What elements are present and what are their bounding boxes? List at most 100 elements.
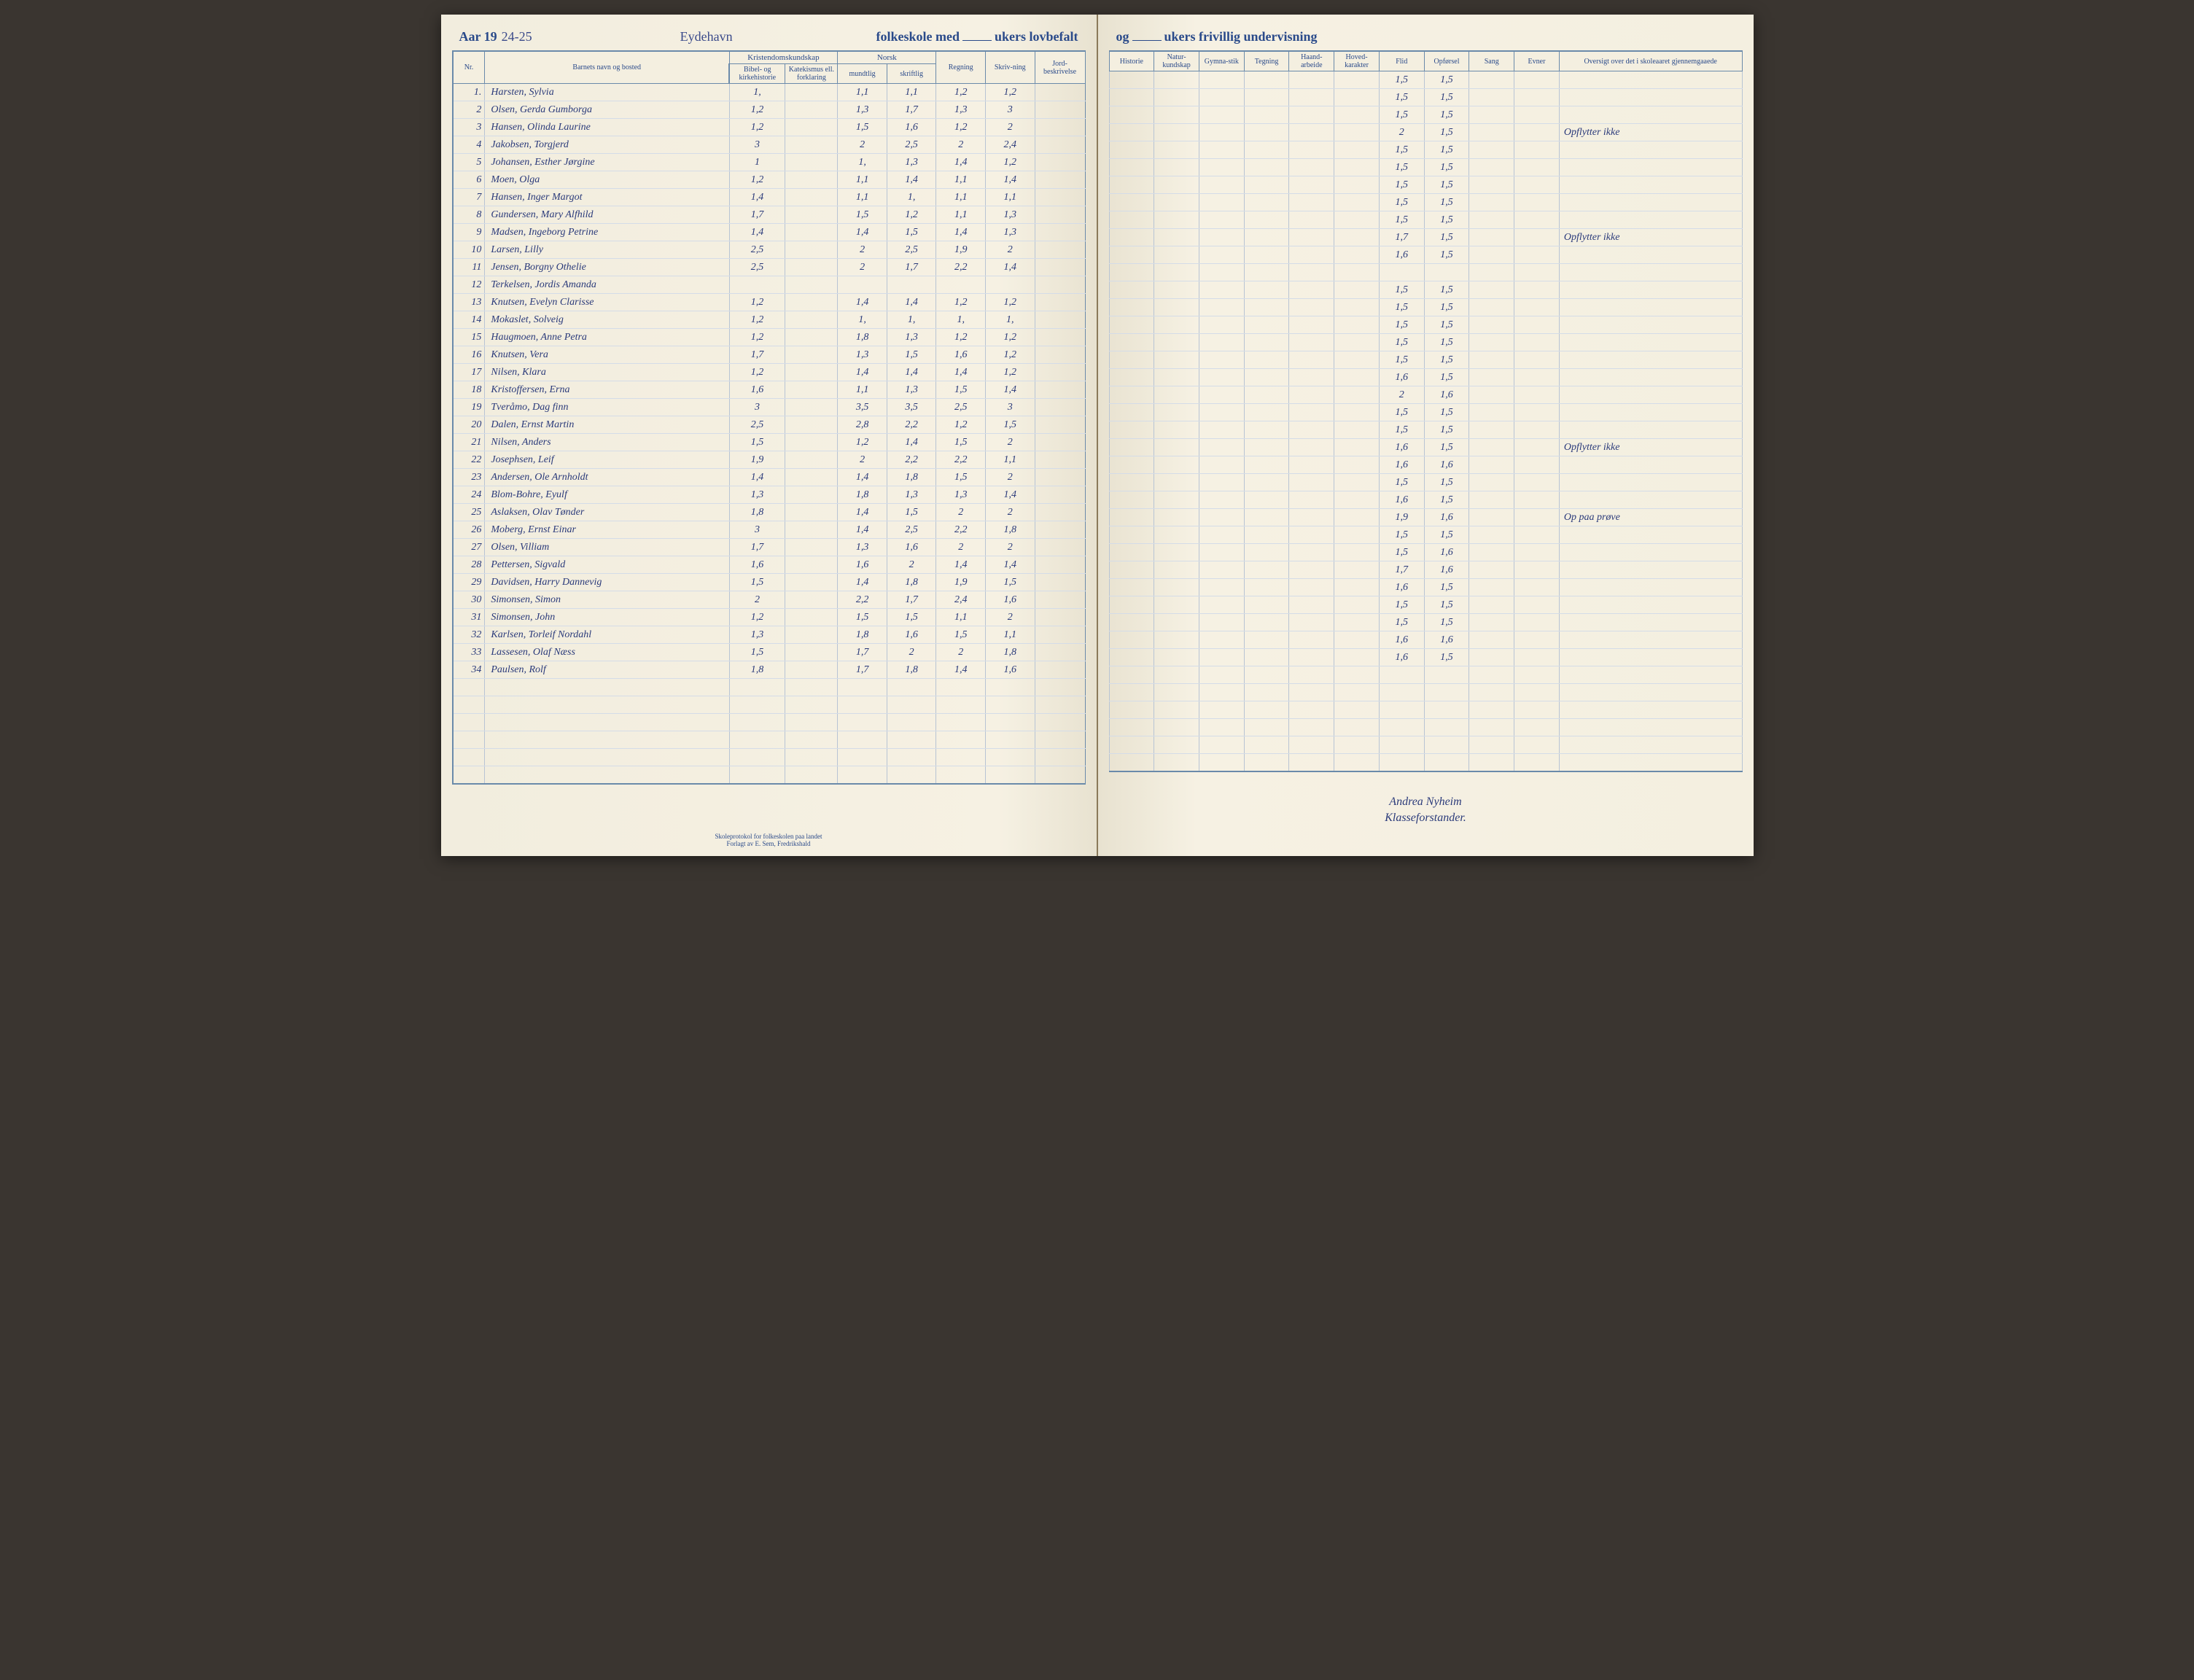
cell-grade xyxy=(1469,509,1514,526)
cell-grade: 1,3 xyxy=(887,381,936,399)
cell-oversigt xyxy=(1559,404,1742,421)
cell-grade xyxy=(1109,89,1154,106)
col-historie: Historie xyxy=(1109,51,1154,71)
cell-grade xyxy=(1109,351,1154,369)
cell-empty xyxy=(485,679,729,696)
cell-grade xyxy=(1154,71,1199,89)
cell-grade xyxy=(1289,561,1334,579)
cell-grade xyxy=(1514,439,1560,456)
teacher-signature: Andrea Nyheim Klasseforstander. xyxy=(1109,794,1743,827)
cell-oversigt xyxy=(1559,194,1742,211)
cell-grade xyxy=(1244,369,1289,386)
cell-empty xyxy=(1379,754,1424,772)
cell-grade: 1,4 xyxy=(986,556,1035,574)
col-natur: Natur-kundskap xyxy=(1154,51,1199,71)
cell-grade: 1,1 xyxy=(986,451,1035,469)
cell-grade xyxy=(1035,224,1085,241)
cell-grade xyxy=(1244,141,1289,159)
col-oversigt: Oversigt over det i skoleaaret gjennemga… xyxy=(1559,51,1742,71)
cell-grade xyxy=(1334,89,1380,106)
cell-grade xyxy=(1109,561,1154,579)
cell-grade xyxy=(1334,299,1380,316)
cell-grade xyxy=(1334,544,1380,561)
cell-empty xyxy=(1199,754,1244,772)
cell-grade xyxy=(1035,241,1085,259)
cell-grade: 2 xyxy=(986,539,1035,556)
cell-grade xyxy=(1289,264,1334,281)
cell-empty xyxy=(1109,701,1154,719)
year-label: Aar 19 xyxy=(459,29,497,44)
table-row: 29Davidsen, Harry Dannevig1,51,41,81,91,… xyxy=(453,574,1086,591)
cell-opforsel: 1,6 xyxy=(1424,509,1469,526)
cell-oversigt xyxy=(1559,141,1742,159)
cell-grade: 1,7 xyxy=(838,644,887,661)
cell-grade: 2,5 xyxy=(729,416,785,434)
table-row: 34Paulsen, Rolf1,81,71,81,41,6 xyxy=(453,661,1086,679)
cell-grade xyxy=(1244,159,1289,176)
table-row: 16Knutsen, Vera1,71,31,51,61,2 xyxy=(453,346,1086,364)
cell-empty xyxy=(453,696,485,714)
cell-grade xyxy=(1035,486,1085,504)
col-gymnastik: Gymna-stik xyxy=(1199,51,1244,71)
cell-grade: 1,4 xyxy=(838,574,887,591)
cell-grade xyxy=(1244,124,1289,141)
table-row: 1,71,5Opflytter ikke xyxy=(1109,229,1742,246)
cell-flid: 1,5 xyxy=(1379,194,1424,211)
cell-grade: 1,8 xyxy=(887,574,936,591)
cell-grade: 1,2 xyxy=(838,434,887,451)
cell-grade xyxy=(1109,579,1154,596)
cell-name: Dalen, Ernst Martin xyxy=(485,416,729,434)
cell-grade xyxy=(1469,71,1514,89)
cell-oversigt xyxy=(1559,614,1742,631)
cell-grade xyxy=(1244,334,1289,351)
cell-grade: 2,2 xyxy=(936,259,986,276)
cell-name: Simonsen, John xyxy=(485,609,729,626)
table-row: 18Kristoffersen, Erna1,61,11,31,51,4 xyxy=(453,381,1086,399)
year-value: 24-25 xyxy=(502,29,532,44)
cell-flid: 1,6 xyxy=(1379,246,1424,264)
cell-grade: 2,5 xyxy=(887,136,936,154)
cell-grade: 1,4 xyxy=(838,469,887,486)
cell-grade: 3,5 xyxy=(838,399,887,416)
cell-grade xyxy=(1199,474,1244,491)
col-tegning: Tegning xyxy=(1244,51,1289,71)
cell-name: Karlsen, Torleif Nordahl xyxy=(485,626,729,644)
cell-grade xyxy=(1109,141,1154,159)
cell-grade: 1 xyxy=(729,154,785,171)
cell-grade: 2 xyxy=(838,136,887,154)
cell-empty xyxy=(1514,736,1560,754)
right-page: og ukers frivillig undervisning Historie… xyxy=(1098,15,1754,856)
cell-grade xyxy=(1154,404,1199,421)
cell-oversigt xyxy=(1559,561,1742,579)
cell-nr: 1. xyxy=(453,84,485,101)
cell-grade xyxy=(1469,439,1514,456)
cell-grade xyxy=(1469,159,1514,176)
cell-grade xyxy=(1514,316,1560,334)
cell-empty xyxy=(887,714,936,731)
cell-grade: 1,2 xyxy=(986,154,1035,171)
cell-grade: 1,1 xyxy=(838,381,887,399)
col-norsk: Norsk xyxy=(838,51,936,64)
cell-oversigt xyxy=(1559,351,1742,369)
cell-grade xyxy=(1154,544,1199,561)
cell-empty xyxy=(838,766,887,785)
cell-empty xyxy=(1154,736,1199,754)
cell-grade: 1,5 xyxy=(729,434,785,451)
cell-flid: 1,5 xyxy=(1379,474,1424,491)
cell-oversigt xyxy=(1559,334,1742,351)
cell-grade xyxy=(1109,509,1154,526)
cell-grade: 2,5 xyxy=(729,259,785,276)
table-row: 31Simonsen, John1,21,51,51,12 xyxy=(453,609,1086,626)
cell-opforsel: 1,6 xyxy=(1424,631,1469,649)
cell-grade xyxy=(1469,89,1514,106)
cell-empty xyxy=(485,749,729,766)
cell-grade xyxy=(785,294,838,311)
cell-grade xyxy=(1244,229,1289,246)
cell-opforsel: 1,5 xyxy=(1424,246,1469,264)
cell-grade: 2 xyxy=(936,644,986,661)
cell-grade xyxy=(785,626,838,644)
cell-grade: 1,2 xyxy=(936,294,986,311)
cell-oversigt: Opflytter ikke xyxy=(1559,124,1742,141)
cell-grade xyxy=(1289,579,1334,596)
cell-grade xyxy=(1154,579,1199,596)
